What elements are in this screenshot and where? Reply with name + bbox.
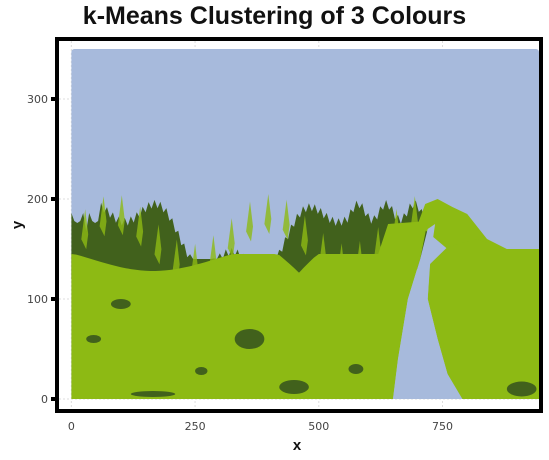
cluster-region-highlight [99,196,107,237]
cluster-region-dark-patch [86,335,102,343]
cluster-region-dark-patch [279,380,309,394]
cluster-region-dark-patch [234,329,265,349]
cluster-region-highlight [81,209,89,250]
cluster-region-dark-patch [195,367,208,375]
x-axis-label: x [293,437,302,454]
cluster-region-river [393,224,463,399]
x-tick-label: 250 [185,420,206,433]
cluster-region-dark-patch [348,364,364,374]
cluster-region-grass-right [427,239,539,399]
y-axis-label: y [9,220,26,229]
y-tick-label: 100 [27,293,48,306]
y-tick-label: 0 [41,393,48,406]
x-tick-label: 750 [432,420,453,433]
axis-ticks: 0 250 500 750 0 100 200 300 [27,93,453,433]
cluster-region-highlight [136,206,144,247]
cluster-region-dark-patch [506,381,537,397]
cluster-region-highlight [264,194,272,234]
cluster-region-highlight [227,218,235,259]
x-tick-label: 500 [308,420,329,433]
cluster-region-highlight [301,215,308,256]
cluster-region-highlight [117,195,125,236]
cluster-region-highlight [282,199,290,240]
y-tick-label: 300 [27,93,48,106]
cluster-region-dark-patch [130,391,176,397]
y-tick-label: 200 [27,193,48,206]
clustered-image [71,49,540,399]
cluster-region-highlight [246,201,253,242]
cluster-region-highlight [154,224,162,265]
cluster-region-dark-patch [110,299,131,309]
x-tick-label: 0 [68,420,75,433]
cluster-region-grass-left [71,221,428,399]
chart-title: k-Means Clustering of 3 Colours [82,2,467,30]
